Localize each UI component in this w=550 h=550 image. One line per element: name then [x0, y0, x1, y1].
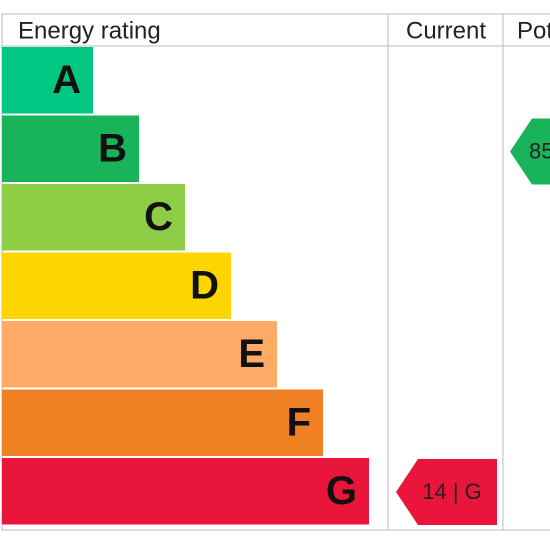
potential-header: Pot [517, 17, 550, 44]
band-letter: A [52, 58, 81, 102]
band-bar [2, 389, 323, 456]
current-label: 14 | G [422, 479, 482, 504]
band-bar [2, 184, 185, 251]
band-letter: D [190, 263, 219, 307]
current-arrow [396, 459, 497, 525]
band-letter: C [144, 195, 173, 239]
rating-header: Energy rating [18, 17, 161, 44]
band-bar [2, 252, 231, 319]
potential-label: 85 [529, 138, 550, 163]
band-bar [2, 321, 277, 388]
band-bar [2, 458, 369, 525]
band-bar [2, 115, 139, 182]
potential-arrow [510, 118, 550, 185]
band-bar [2, 47, 93, 114]
band-letter: F [287, 400, 311, 444]
current-header: Current [406, 17, 486, 44]
band-letter: B [98, 126, 127, 170]
band-letter: E [238, 332, 265, 376]
band-letter: G [326, 469, 357, 513]
